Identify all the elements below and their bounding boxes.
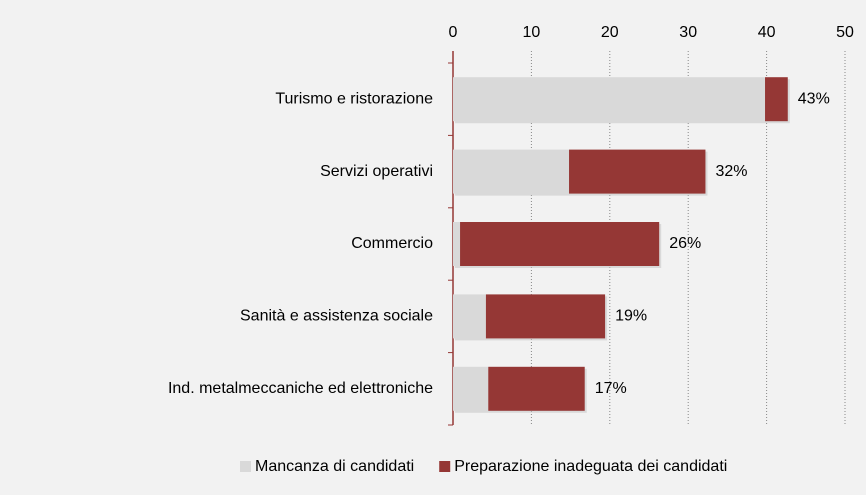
bar [453,222,461,266]
data-label: 19% [615,308,647,325]
bar [765,77,788,122]
legend-swatch [439,461,451,472]
y-tick-label: Commercio [351,235,433,252]
data-label: 32% [715,163,747,180]
bar [569,149,706,194]
x-tick-label: 0 [449,24,458,41]
x-tick-label: 10 [523,24,541,41]
bar [485,294,606,339]
data-label: 43% [798,90,830,107]
bar [453,77,766,122]
data-label: 26% [669,235,701,252]
x-tick-label: 30 [679,24,697,41]
y-tick-label: Servizi operativi [320,163,433,180]
legend-swatch [240,461,251,472]
bar [453,366,489,411]
x-tick-label: 50 [836,24,854,41]
bar [460,222,660,266]
x-tick-label: 40 [758,24,776,41]
bar [453,149,570,194]
y-tick-label: Sanità e assistenza sociale [240,308,433,325]
y-tick-label: Turismo e ristorazione [275,90,433,107]
legend-label: Preparazione inadeguata dei candidati [454,458,727,475]
x-tick-label: 20 [601,24,619,41]
bar [453,294,486,339]
y-tick-label: Ind. metalmeccaniche ed elettroniche [168,380,433,397]
bar [488,366,585,411]
data-label: 17% [595,380,627,397]
legend-label: Mancanza di candidati [255,458,414,475]
